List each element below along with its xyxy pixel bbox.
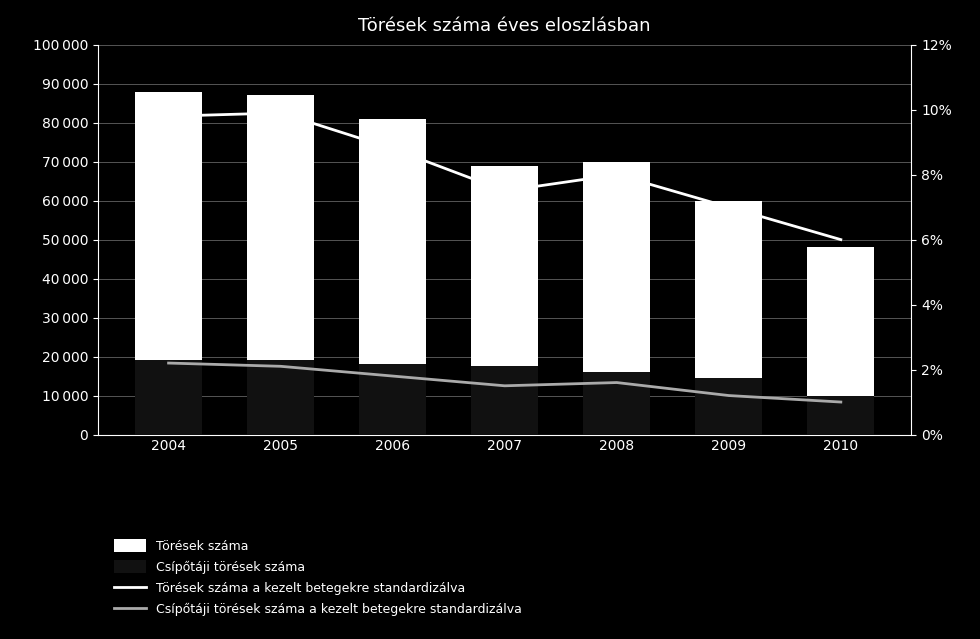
Bar: [808, 247, 874, 435]
Bar: [695, 378, 762, 435]
Csípőtáji törések száma a kezelt betegekre standardizálva: [611, 379, 622, 387]
Title: Törések száma éves eloszlásban: Törések száma éves eloszlásban: [359, 17, 651, 35]
Törések száma a kezelt betegekre standardizálva: [611, 171, 622, 178]
Bar: [135, 91, 202, 435]
Törések száma a kezelt betegekre standardizálva: [499, 187, 511, 195]
Bar: [471, 166, 538, 435]
Bar: [359, 119, 426, 435]
Törések száma a kezelt betegekre standardizálva: [835, 236, 847, 243]
Line: Csípőtáji törések száma a kezelt betegekre standardizálva: Csípőtáji törések száma a kezelt betegek…: [169, 363, 841, 402]
Bar: [583, 372, 651, 435]
Csípőtáji törések száma a kezelt betegekre standardizálva: [723, 392, 735, 399]
Bar: [471, 366, 538, 435]
Bar: [808, 396, 874, 435]
Csípőtáji törések száma a kezelt betegekre standardizálva: [387, 372, 399, 380]
Törések száma a kezelt betegekre standardizálva: [387, 145, 399, 153]
Bar: [359, 364, 426, 435]
Törések száma a kezelt betegekre standardizálva: [163, 112, 174, 120]
Csípőtáji törések száma a kezelt betegekre standardizálva: [274, 362, 286, 370]
Bar: [695, 201, 762, 435]
Bar: [135, 360, 202, 435]
Csípőtáji törések száma a kezelt betegekre standardizálva: [499, 382, 511, 390]
Bar: [583, 162, 651, 435]
Csípőtáji törések száma a kezelt betegekre standardizálva: [835, 398, 847, 406]
Törések száma a kezelt betegekre standardizálva: [723, 203, 735, 211]
Törések száma a kezelt betegekre standardizálva: [274, 109, 286, 117]
Legend: Törések száma, Csípőtáji törések száma, Törések száma a kezelt betegekre standar: Törések száma, Csípőtáji törések száma, …: [104, 529, 531, 626]
Bar: [247, 360, 315, 435]
Csípőtáji törések száma a kezelt betegekre standardizálva: [163, 359, 174, 367]
Bar: [247, 95, 315, 435]
Line: Törések száma a kezelt betegekre standardizálva: Törések száma a kezelt betegekre standar…: [169, 113, 841, 240]
